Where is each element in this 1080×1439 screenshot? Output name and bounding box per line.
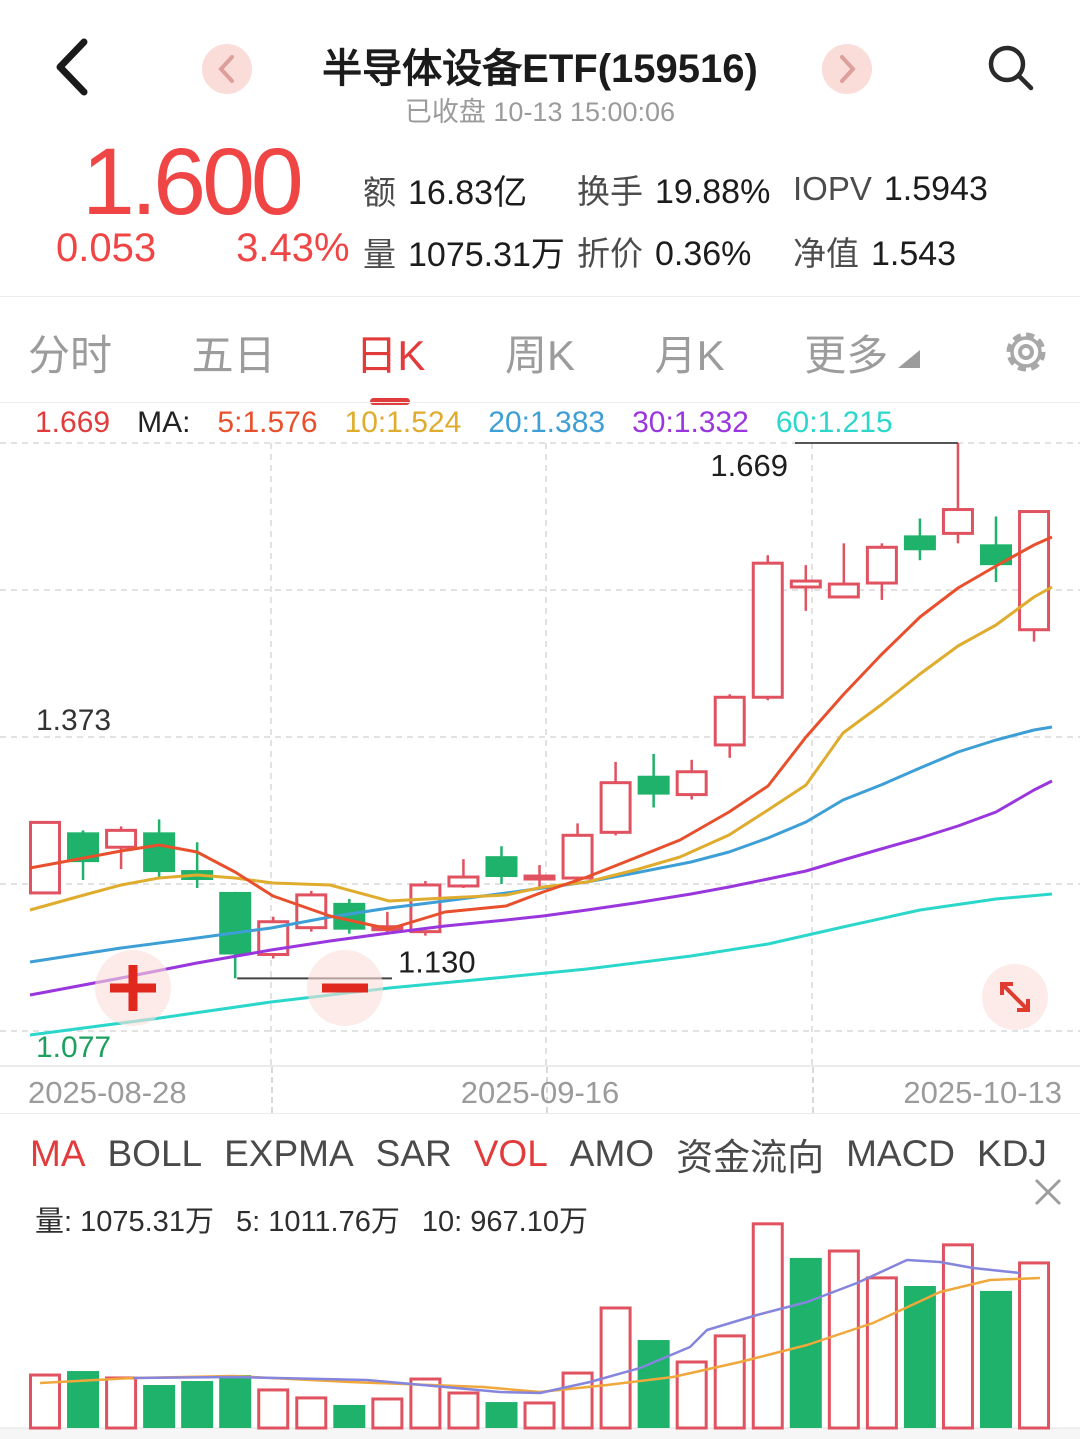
change-row: 0.053 3.43% bbox=[56, 226, 350, 271]
close-indicator-icon[interactable] bbox=[1026, 1170, 1070, 1214]
prev-stock-button[interactable] bbox=[202, 44, 252, 94]
volume-chart[interactable] bbox=[0, 1220, 1080, 1439]
stat-label: 额 bbox=[363, 173, 396, 211]
chevron-right-icon bbox=[840, 55, 856, 83]
quote-stats: 额 16.83亿 换手 19.88% IOPV 1.5943 量 1075.31万 折价 0.36… bbox=[363, 158, 1080, 282]
stat-label: 净值 bbox=[793, 235, 859, 272]
stat-label: IOPV bbox=[793, 169, 872, 207]
ma-legend-item: 10:1.524 bbox=[344, 406, 462, 439]
ma-legend-item: 30:1.332 bbox=[632, 406, 749, 439]
period-tab-label: 月K bbox=[654, 331, 725, 379]
svg-text:1.130: 1.130 bbox=[398, 944, 476, 979]
divider bbox=[0, 296, 1080, 297]
volume-current: 量: 1075.31万 bbox=[35, 1206, 214, 1238]
stat-量: 量 1075.31万 bbox=[363, 227, 577, 276]
kline-chart[interactable]: 1.669 1.130 1.373 1.077 bbox=[0, 440, 1080, 1066]
expand-icon bbox=[1000, 982, 1030, 1012]
stat-净值: 净值 1.543 bbox=[793, 227, 1080, 275]
next-stock-button[interactable] bbox=[822, 44, 872, 94]
volume-ma5: 5: 1011.76万 bbox=[235, 1206, 400, 1238]
date-label-end: 2025-10-13 bbox=[903, 1075, 1062, 1110]
stat-label: 折价 bbox=[577, 235, 643, 272]
stat-value: 19.88% bbox=[655, 173, 771, 211]
indicator-tab-资金流向[interactable]: 资金流向 bbox=[676, 1137, 825, 1178]
grid-tick bbox=[812, 1067, 814, 1113]
back-icon[interactable] bbox=[48, 36, 98, 98]
period-tab-分时[interactable]: 分时 bbox=[28, 322, 112, 383]
stat-换手: 换手 19.88% bbox=[577, 165, 793, 213]
grid-tick bbox=[546, 1067, 548, 1113]
ma-legend-item: 5:1.576 bbox=[217, 406, 318, 439]
search-icon[interactable] bbox=[982, 40, 1038, 96]
last-price: 1.600 bbox=[82, 129, 304, 235]
indicator-tab-VOL[interactable]: VOL bbox=[473, 1133, 548, 1174]
zoom-in-button[interactable] bbox=[95, 950, 171, 1026]
stat-折价: 折价 0.36% bbox=[577, 227, 793, 275]
period-tab-周K[interactable]: 周K bbox=[505, 322, 575, 383]
stat-value: 0.36% bbox=[655, 235, 752, 273]
fullscreen-button[interactable] bbox=[982, 964, 1048, 1030]
grid-tick bbox=[271, 1067, 273, 1113]
ma-legend-item: 60:1.215 bbox=[775, 406, 893, 439]
svg-text:1.373: 1.373 bbox=[36, 704, 111, 737]
stat-value: 1075.31万 bbox=[408, 235, 565, 274]
stat-label: 量 bbox=[363, 235, 396, 273]
ma-legend-item: 20:1.383 bbox=[488, 406, 606, 439]
date-label-mid: 2025-09-16 bbox=[460, 1075, 620, 1110]
svg-text:1.669: 1.669 bbox=[710, 448, 788, 483]
stat-IOPV: IOPV 1.5943 bbox=[793, 170, 1080, 209]
period-tab-label: 五日 bbox=[191, 331, 276, 379]
zoom-out-button[interactable] bbox=[307, 950, 383, 1026]
plus-icon bbox=[110, 965, 156, 1011]
ma-legend-high: 1.669 bbox=[35, 406, 111, 439]
period-tab-label: 周K bbox=[504, 331, 575, 379]
stat-value: 16.83亿 bbox=[408, 173, 528, 212]
change-percent: 3.43% bbox=[236, 226, 350, 270]
ma-legend: 1.669 MA: 5:1.576 10:1.524 20:1.383 30:1.33… bbox=[35, 406, 893, 440]
period-tab-label: 分时 bbox=[28, 331, 113, 379]
volume-legend: 量: 1075.31万 5: 1011.76万 10: 967.10万 bbox=[35, 1198, 588, 1240]
indicator-tab-KDJ[interactable]: KDJ bbox=[977, 1133, 1047, 1174]
period-tab-更多[interactable]: 更多 bbox=[804, 322, 921, 383]
date-axis: 2025-08-28 2025-09-16 2025-10-13 bbox=[0, 1066, 1080, 1114]
chevron-left-icon bbox=[218, 55, 234, 83]
page-title: 半导体设备ETF(159516) bbox=[322, 47, 758, 91]
settings-gear-icon[interactable] bbox=[1000, 326, 1052, 378]
period-tab-五日[interactable]: 五日 bbox=[192, 322, 276, 383]
period-tab-bar: 分时 五日 日K 周K 月K 更多 bbox=[0, 302, 1080, 402]
indicator-tab-BOLL[interactable]: BOLL bbox=[107, 1133, 203, 1174]
date-label-start: 2025-08-28 bbox=[28, 1075, 187, 1110]
indicator-tab-bar: MA BOLL EXPMA SAR VOL AMO 资金流向 MACD KDJ bbox=[0, 1114, 1080, 1194]
svg-text:1.077: 1.077 bbox=[36, 1031, 111, 1064]
period-tab-月K[interactable]: 月K bbox=[655, 322, 725, 383]
minus-icon bbox=[322, 983, 368, 993]
stat-value: 1.5943 bbox=[883, 169, 988, 208]
period-tab-label: 日K bbox=[355, 331, 426, 379]
ma-legend-prefix: MA: bbox=[137, 406, 191, 439]
market-status: 已收盘 10-13 15:00:06 bbox=[404, 97, 676, 127]
stat-label: 换手 bbox=[577, 173, 643, 210]
indicator-tab-AMO[interactable]: AMO bbox=[569, 1133, 655, 1174]
indicator-tab-SAR[interactable]: SAR bbox=[375, 1133, 452, 1174]
indicator-tab-MA[interactable]: MA bbox=[30, 1133, 86, 1174]
period-tab-label: 更多 bbox=[804, 331, 889, 379]
indicator-tab-MACD[interactable]: MACD bbox=[846, 1133, 956, 1174]
change-absolute: 0.053 bbox=[56, 226, 157, 270]
divider bbox=[0, 402, 1080, 403]
indicator-tab-EXPMA[interactable]: EXPMA bbox=[224, 1133, 354, 1174]
period-tab-日K[interactable]: 日K bbox=[355, 322, 425, 383]
volume-svg bbox=[0, 1222, 1080, 1439]
stat-额: 额 16.83亿 bbox=[363, 165, 577, 214]
kline-svg: 1.669 1.130 1.373 1.077 bbox=[0, 442, 1080, 1066]
volume-ma10: 10: 967.10万 bbox=[421, 1206, 588, 1238]
more-triangle-icon bbox=[898, 350, 921, 368]
stat-value: 1.543 bbox=[871, 235, 957, 273]
